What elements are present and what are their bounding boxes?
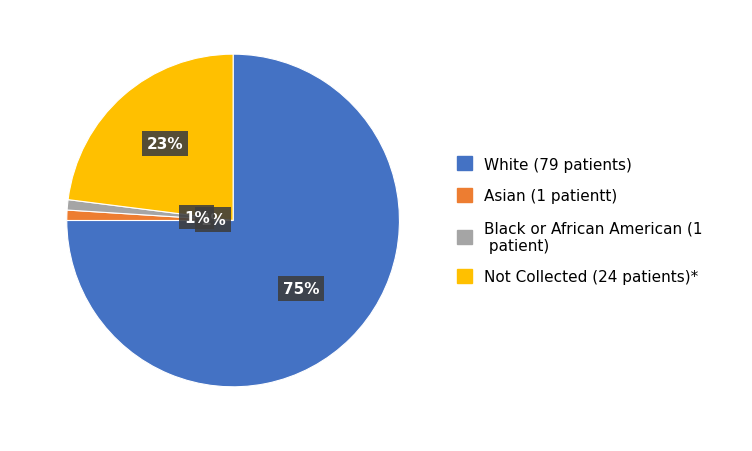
Wedge shape xyxy=(67,200,233,221)
Wedge shape xyxy=(67,55,399,387)
Legend: White (79 patients), Asian (1 patientt), Black or African American (1
 patient),: White (79 patients), Asian (1 patientt),… xyxy=(457,157,703,285)
Text: 1%: 1% xyxy=(183,210,210,225)
Wedge shape xyxy=(68,55,233,221)
Text: 75%: 75% xyxy=(283,281,320,297)
Wedge shape xyxy=(67,211,233,221)
Text: 1%: 1% xyxy=(200,213,226,228)
Text: 23%: 23% xyxy=(147,136,183,151)
